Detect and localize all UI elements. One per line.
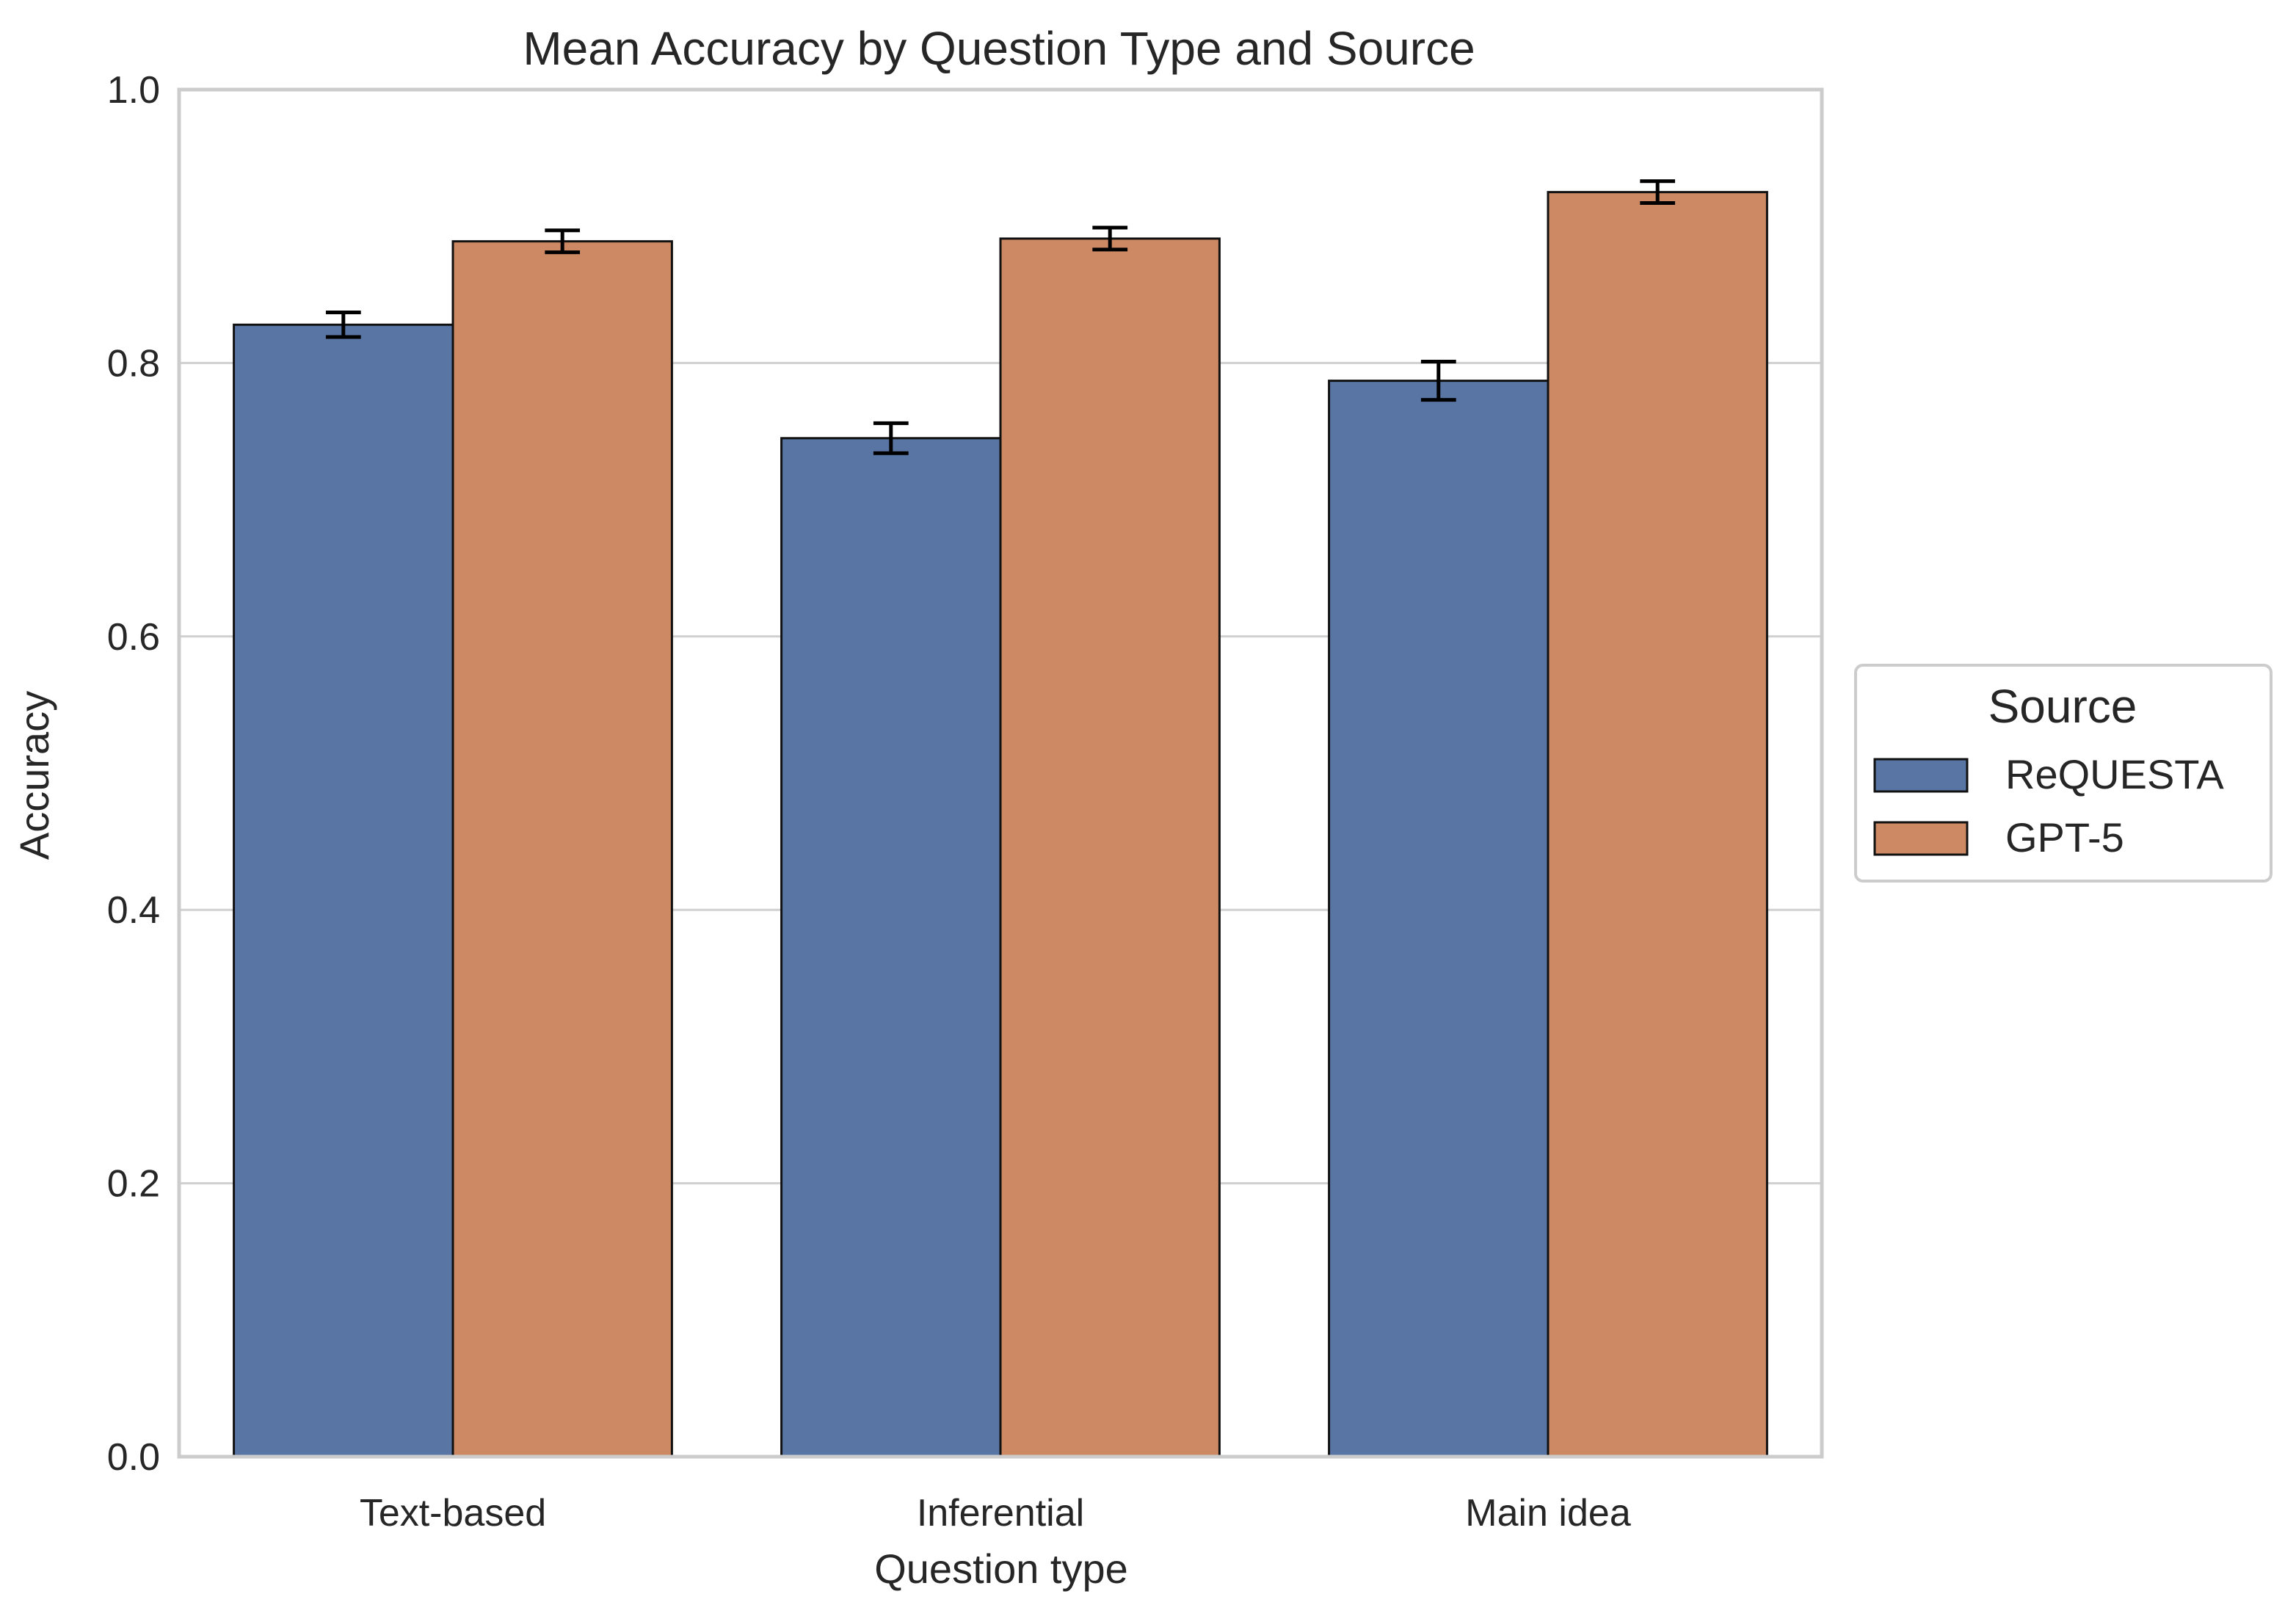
legend-label: ReQUESTA (2005, 751, 2224, 797)
legend-swatch (1873, 758, 1969, 793)
error-bar (1092, 225, 1128, 252)
y-axis-ticks: 0.0 0.2 0.4 0.6 0.8 1.0 (107, 69, 160, 1479)
y-tick-label: 0.8 (107, 342, 160, 385)
bar-gpt-5-main-idea (1547, 191, 1768, 1458)
error-bar (325, 311, 361, 339)
error-bar (1640, 179, 1676, 206)
legend-swatch (1873, 821, 1969, 856)
bar-requesta-inferential (780, 437, 1002, 1458)
legend-entries: ReQUESTA GPT-5 (1873, 751, 2224, 861)
bar-gpt-5-inferential (999, 237, 1221, 1458)
legend-entry: GPT-5 (1873, 814, 2124, 861)
y-tick-label: 0.6 (107, 616, 160, 659)
y-tick-label: 0.2 (107, 1163, 160, 1206)
legend-title: Source (1988, 680, 2137, 733)
x-tick-label: Text-based (360, 1492, 546, 1535)
bar-gpt-5-text-based (451, 240, 673, 1458)
y-tick-label: 0.4 (107, 889, 160, 932)
chart-title: Mean Accuracy by Question Type and Sourc… (523, 22, 1475, 75)
bar-requesta-main-idea (1328, 380, 1550, 1458)
legend-label: GPT-5 (2005, 814, 2124, 861)
y-axis-label: Accuracy (11, 691, 57, 860)
error-bars (325, 179, 1676, 455)
error-bar (1420, 360, 1456, 402)
legend-entry: ReQUESTA (1873, 751, 2224, 797)
legend: Source ReQUESTA GPT-5 (1854, 664, 2273, 883)
x-tick-label: Inferential (917, 1492, 1084, 1535)
bars (233, 191, 1768, 1458)
x-axis-ticks: Text-based Inferential Main idea (360, 1492, 1631, 1535)
y-tick-label: 1.0 (107, 69, 160, 112)
y-tick-label: 0.0 (107, 1436, 160, 1479)
x-axis-label: Question type (874, 1546, 1128, 1592)
plot-frame (177, 87, 1824, 1459)
error-bar (873, 421, 909, 455)
error-bar (545, 228, 581, 255)
bar-requesta-text-based (233, 323, 454, 1458)
x-tick-label: Main idea (1465, 1492, 1631, 1535)
